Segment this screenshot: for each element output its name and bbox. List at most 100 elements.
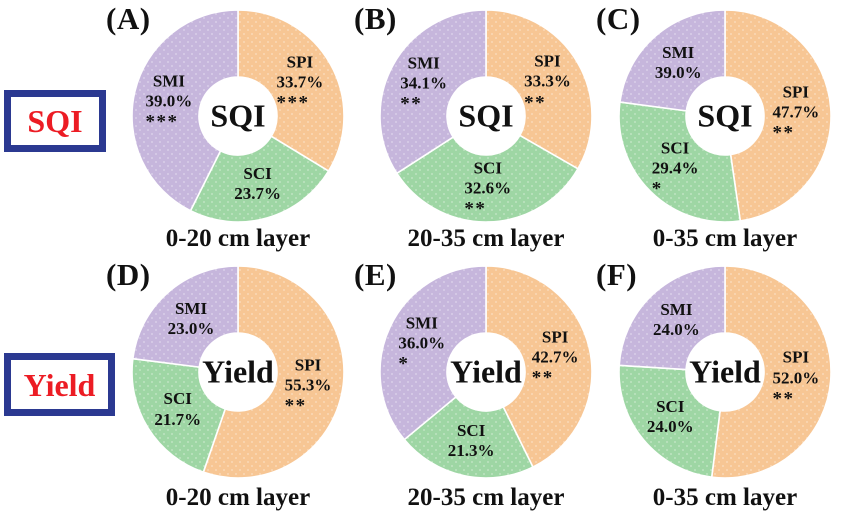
slice-label-smi-f: SMI 24.0% [653,300,700,340]
slice-percent: 29.4% [651,157,699,177]
slice-name: SPI [782,347,810,367]
slice-sci-e [403,396,534,479]
slice-label-sci-f: SCI 24.0% [647,397,694,437]
row-tag-box-yield: Yield [4,353,115,416]
slice-significance-stars: ** [284,395,307,417]
slice-percent: 55.3% [284,375,332,395]
slice-percent: 24.0% [646,417,694,437]
slice-name: SMI [405,313,438,333]
donut-chart-f: SPI 52.0% ** SCI 24.0% SMI 24.0% Yield [617,264,833,480]
slice-sci-b [396,134,579,223]
slice-spi-b [485,9,593,170]
slice-smi-d [132,265,239,368]
layer-caption-b: 20-35 cm layer [407,225,565,252]
slice-name: SMI [660,300,693,320]
slice-label-smi-c: SMI 39.0% [655,43,702,83]
slice-significance-stars: *** [276,92,310,114]
slice-percent: 39.0% [145,90,193,110]
slice-label-smi-e: SMI 36.0% * [398,313,445,375]
slice-percent: 34.1% [400,73,448,93]
slice-percent: 21.3% [447,441,495,461]
slice-label-smi-d: SMI 23.0% [168,299,215,339]
slice-name: SPI [286,52,314,72]
donut-center-label-c: SQI [697,97,753,134]
donut-chart-d: SPI 55.3% ** SCI 21.7% SMI 23.0% Yield [130,264,346,480]
donut-svg-f [618,265,832,479]
slice-label-spi-e: SPI 42.7% ** [531,327,579,389]
slice-label-spi-b: SPI 33.3% ** [524,51,571,113]
layer-caption-d: 0-20 cm layer [165,484,311,511]
panel-letter-c: (C) [596,1,641,36]
donut-center-label-b: SQI [458,97,514,134]
slice-sci-c [618,101,742,223]
donut-svg-d [131,265,345,479]
slice-label-spi-f: SPI 52.0% ** [772,347,820,409]
donut-chart-b: SPI 33.3% ** SCI 32.6% ** SMI 34.1% ** SQI [378,8,594,224]
slice-sci-f [618,364,721,478]
slice-spi-c [724,9,832,222]
slice-significance-stars: ** [524,91,547,113]
slice-significance-stars: ** [772,122,795,144]
slice-name: SCI [473,158,502,178]
slice-percent: 33.7% [276,72,324,92]
slice-percent: 24.0% [653,320,700,340]
slice-name: SPI [294,355,322,375]
slice-smi-c [619,9,726,112]
slice-significance-stars: * [398,353,410,375]
slice-name: SMI [174,298,208,318]
slice-percent: 42.7% [531,347,579,367]
donut-chart-e: SPI 42.7% ** SCI 21.3% SMI 36.0% * Yield [378,264,594,480]
row-tag-label: Yield [23,366,96,403]
slice-percent: 21.7% [154,409,202,429]
panel-letter-d: (D) [106,257,151,292]
donut-chart-c: SPI 47.7% ** SCI 29.4% * SMI 39.0% SQI [617,8,833,224]
slice-name: SCI [456,421,486,441]
slice-percent: 23.7% [234,184,281,204]
slice-percent: 33.3% [524,71,571,91]
layer-caption-e: 20-35 cm layer [407,484,565,511]
slice-spi-e [485,265,593,468]
slice-smi-f [618,265,726,371]
slice-spi-f [710,265,832,479]
slice-significance-stars: *** [145,111,179,133]
donut-svg-a [131,9,345,223]
slice-percent: 32.6% [464,178,512,198]
slice-name: SCI [656,397,685,417]
slice-label-smi-b: SMI 34.1% ** [400,53,448,115]
slice-significance-stars: ** [400,93,423,115]
slice-significance-stars: ** [772,387,795,409]
slice-sci-a [189,135,330,223]
slice-name: SMI [152,70,185,90]
slice-percent: 23.0% [167,318,215,338]
slice-percent: 47.7% [772,102,820,122]
slice-name: SMI [662,42,695,62]
slice-smi-e [379,265,487,441]
slice-label-sci-a: SCI 23.7% [234,164,281,204]
donut-center-label-e: Yield [450,353,522,390]
slice-significance-stars: ** [531,367,554,389]
slice-name: SCI [660,137,690,157]
slice-label-sci-c: SCI 29.4% * [651,137,699,198]
donut-svg-c [618,9,832,223]
slice-percent: 52.0% [772,367,820,387]
donut-center-label-d: Yield [202,353,274,390]
slice-name: SCI [163,389,192,409]
donut-center-label-a: SQI [210,97,266,134]
panel-letter-b: (B) [354,1,397,36]
panel-letter-f: (F) [596,257,638,292]
slice-smi-b [379,9,487,175]
slice-name: SMI [407,53,440,73]
layer-caption-a: 0-20 cm layer [165,225,311,252]
slice-name: SCI [243,164,272,184]
row-tag-box-sqi: SQI [4,90,106,152]
layer-caption-c: 0-35 cm layer [652,225,798,252]
slice-smi-a [131,9,239,212]
donut-svg-b [379,9,593,223]
donut-center-label-f: Yield [689,353,761,390]
layer-caption-f: 0-35 cm layer [652,484,798,511]
donut-chart-a: SPI 33.7% *** SCI 23.7% SMI 39.0% *** SQI [130,8,346,224]
slice-percent: 39.0% [654,62,702,82]
slice-name: SPI [534,51,561,71]
slice-spi-a [237,9,345,172]
